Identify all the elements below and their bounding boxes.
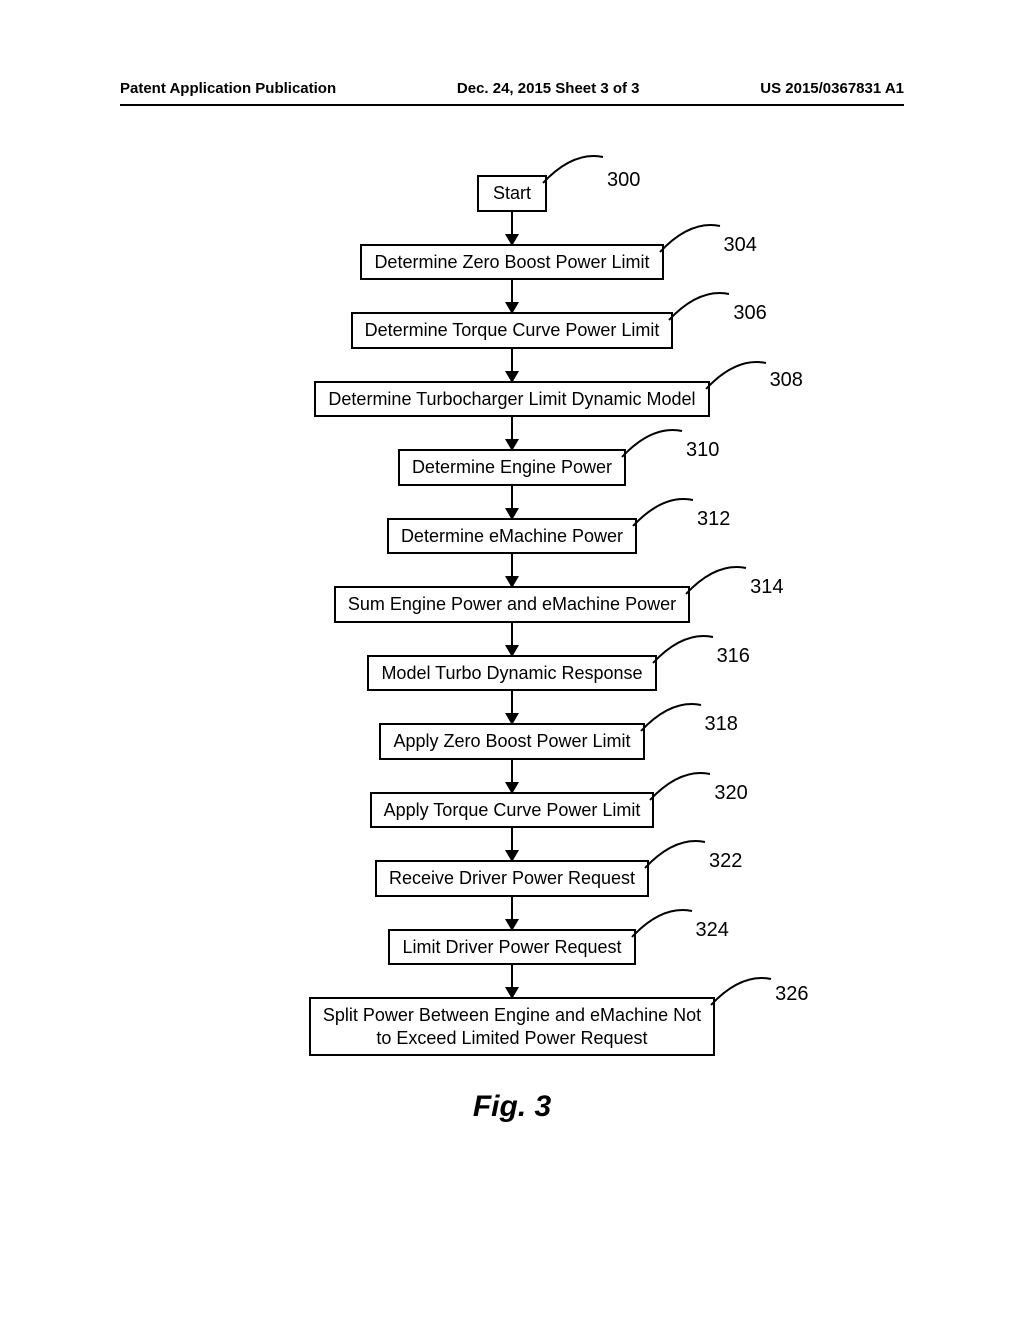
figure-caption: Fig. 3: [473, 1090, 551, 1124]
flowchart-box: Determine Torque Curve Power Limit: [351, 312, 674, 349]
flowchart-arrow: [511, 897, 514, 929]
flowchart-node-start: Start300: [232, 175, 792, 212]
flowchart-box: Determine eMachine Power: [387, 518, 637, 555]
flowchart-node-n326: Split Power Between Engine and eMachine …: [232, 997, 792, 1056]
flowchart-arrow: [511, 828, 514, 860]
flowchart-box: Sum Engine Power and eMachine Power: [334, 586, 690, 623]
flowchart-arrow: [511, 554, 514, 586]
flowchart-arrow: [511, 691, 514, 723]
page: Patent Application Publication Dec. 24, …: [0, 0, 1024, 1320]
flowchart-arrow: [511, 280, 514, 312]
flowchart-box: Determine Zero Boost Power Limit: [360, 244, 663, 281]
flowchart-box: Start: [477, 175, 547, 212]
flowchart-arrow: [511, 760, 514, 792]
flowchart-node-n320: Apply Torque Curve Power Limit320: [232, 792, 792, 829]
page-header: Patent Application Publication Dec. 24, …: [0, 80, 1024, 97]
flowchart-node-n306: Determine Torque Curve Power Limit306: [232, 312, 792, 349]
flowchart-box: Determine Turbocharger Limit Dynamic Mod…: [314, 381, 709, 418]
flowchart-node-n324: Limit Driver Power Request324: [232, 929, 792, 966]
flowchart-box: Receive Driver Power Request: [375, 860, 649, 897]
flowchart-box: Apply Torque Curve Power Limit: [370, 792, 655, 829]
header-left: Patent Application Publication: [120, 80, 336, 97]
flowchart-node-n304: Determine Zero Boost Power Limit304: [232, 244, 792, 281]
flowchart-arrow: [511, 965, 514, 997]
header-rule: [120, 104, 904, 106]
flowchart-node-n318: Apply Zero Boost Power Limit318: [232, 723, 792, 760]
flowchart-arrow: [511, 486, 514, 518]
flowchart-node-n322: Receive Driver Power Request322: [232, 860, 792, 897]
flowchart-node-n316: Model Turbo Dynamic Response316: [232, 655, 792, 692]
flowchart-arrow: [511, 623, 514, 655]
flowchart-arrow: [511, 212, 514, 244]
flowchart-arrow: [511, 349, 514, 381]
flowchart-box: Limit Driver Power Request: [388, 929, 635, 966]
flowchart-box: Apply Zero Boost Power Limit: [379, 723, 644, 760]
flowchart: Start300 Determine Zero Boost Power Limit…: [232, 175, 792, 1056]
flowchart-arrow: [511, 417, 514, 449]
header-right: US 2015/0367831 A1: [760, 80, 904, 97]
flowchart-node-n314: Sum Engine Power and eMachine Power314: [232, 586, 792, 623]
header-center: Dec. 24, 2015 Sheet 3 of 3: [457, 80, 640, 97]
flowchart-node-n310: Determine Engine Power310: [232, 449, 792, 486]
flowchart-box: Split Power Between Engine and eMachine …: [309, 997, 715, 1056]
flowchart-node-n312: Determine eMachine Power312: [232, 518, 792, 555]
flowchart-box: Model Turbo Dynamic Response: [367, 655, 656, 692]
flowchart-box: Determine Engine Power: [398, 449, 626, 486]
flowchart-node-n308: Determine Turbocharger Limit Dynamic Mod…: [232, 381, 792, 418]
